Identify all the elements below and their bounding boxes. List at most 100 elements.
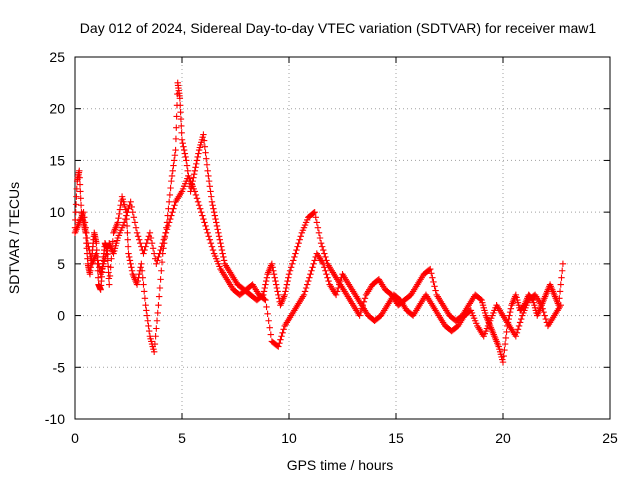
data-point [94,257,102,264]
data-point [260,288,268,295]
data-point [220,253,227,261]
data-point [506,312,513,319]
data-point [179,139,186,147]
data-point [190,171,198,178]
data-point [124,243,132,250]
data-point [154,309,161,317]
data-point [209,202,216,209]
data-point [320,260,327,268]
data-point [270,267,277,274]
data-point [318,243,326,250]
data-point [195,202,203,209]
data-point [278,333,285,340]
data-point [140,281,147,288]
data-point [133,281,141,288]
series-trace-b [71,172,564,350]
data-point [306,274,313,281]
data-point [124,229,131,237]
data-point [162,229,170,237]
data-point [202,149,209,156]
data-point [291,253,298,261]
data-point [290,257,297,264]
data-point [125,205,132,212]
data-point [105,269,112,276]
data-point [178,122,185,130]
data-point [285,274,292,281]
data-point [151,340,159,348]
data-point [332,291,340,299]
data-point [76,167,83,174]
data-point [310,209,317,217]
data-point [557,302,564,309]
data-point [109,238,117,245]
data-point [323,271,330,278]
data-point [356,312,363,319]
data-point [203,226,210,233]
data-point [542,315,549,323]
data-point [130,214,138,221]
data-point [317,239,325,247]
data-point [283,281,291,288]
data-point [268,260,276,268]
data-point [167,215,174,223]
data-point [269,264,276,271]
data-point [200,131,207,138]
data-point [314,224,322,231]
data-point [213,222,221,230]
data-point [556,295,563,302]
data-point [173,124,180,131]
data-point [282,288,289,295]
data-point [142,243,149,250]
data-point [145,322,152,330]
data-point [202,222,209,230]
series-trace-a [71,79,567,366]
data-point [295,239,302,247]
data-point [137,239,144,247]
data-point [204,229,211,237]
data-point [192,164,199,171]
data-point [516,319,524,326]
data-point [192,191,200,199]
data-point [293,246,300,254]
data-point [147,234,155,242]
data-point [312,214,319,221]
data-point [171,152,179,159]
data-point [270,271,278,278]
data-point [261,284,268,292]
data-point [324,274,331,281]
data-point [136,236,143,243]
data-point [125,250,132,257]
data-point [513,329,521,337]
data-point [178,136,186,143]
data-point [149,245,157,252]
data-point [219,250,226,257]
data-point [507,305,515,312]
data-point [124,236,131,243]
data-point [263,303,270,311]
data-point [201,143,209,150]
data-point [81,219,89,226]
x-tick-label: 5 [178,430,186,446]
data-point [191,188,199,195]
data-point [116,210,123,218]
data-point [114,219,121,226]
data-point [218,243,225,250]
data-point [310,260,317,268]
data-point [180,146,188,154]
data-point [193,160,200,168]
data-point [284,277,291,285]
data-point [281,291,288,299]
data-point [477,295,484,303]
data-point [502,334,510,342]
data-point [158,267,165,274]
data-point [169,208,176,216]
data-point [200,215,207,223]
plot-frame [74,56,611,420]
data-point [106,281,113,288]
y-tick-label: 25 [49,49,65,65]
data-point [261,295,268,303]
data-point [208,198,216,205]
data-point [131,219,139,226]
data-point [157,276,164,283]
data-point [199,212,206,219]
